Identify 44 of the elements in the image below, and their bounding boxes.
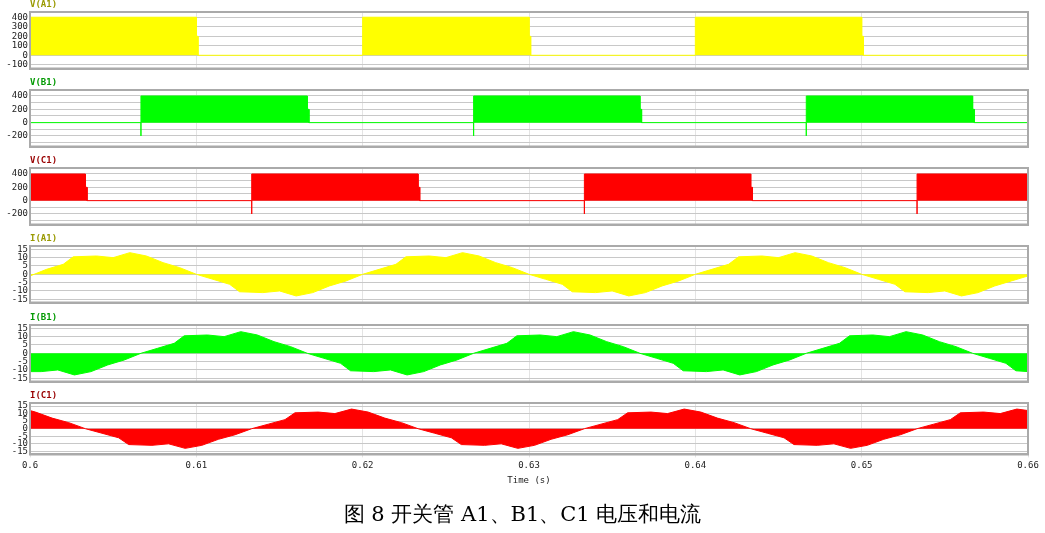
y-tick-label: 0 (22, 194, 28, 205)
y-tick-label: -5 (17, 276, 28, 287)
x-axis-title: Time (s) (507, 474, 551, 485)
chart-title: I(A1) (30, 232, 58, 243)
x-tick-label: 0.65 (850, 460, 873, 471)
y-tick-label: 5 (22, 260, 28, 271)
y-tick-label: 15 (17, 400, 28, 411)
x-tick-label: 0.6 (21, 460, 39, 471)
y-tick-label: 5 (22, 339, 28, 350)
y-tick-label: 10 (17, 331, 28, 341)
chart-title: I(B1) (30, 311, 58, 322)
y-tick-label: 15 (17, 322, 28, 333)
caption: 图 8 开关管 A1、B1、C1 电压和电流 (342, 501, 703, 528)
y-tick-label: 100 (11, 40, 28, 51)
y-tick-label: 0 (22, 347, 28, 358)
chart-title: V(B1) (30, 76, 58, 87)
y-tick-label: -5 (17, 355, 28, 366)
y-tick-label: -15 (11, 372, 28, 383)
y-tick-label: 0 (22, 116, 28, 127)
y-tick-label: 0 (22, 268, 28, 279)
y-tick-label: 400 (11, 168, 28, 179)
chart-title: V(A1) (30, 0, 58, 9)
y-tick-label: -100 (6, 59, 28, 70)
x-tick-label: 0.66 (1017, 460, 1039, 471)
y-tick-label: 10 (17, 252, 28, 262)
y-tick-label: -15 (11, 293, 28, 304)
y-tick-label: -10 (11, 285, 28, 296)
y-tick-label: 400 (11, 90, 28, 101)
y-tick-label: 0 (22, 49, 28, 60)
y-tick-label: 15 (17, 243, 28, 254)
x-tick-label: 0.63 (518, 460, 540, 471)
y-tick-label: -200 (6, 208, 28, 219)
chart-title: I(C1) (30, 389, 58, 400)
y-tick-label: 300 (11, 21, 28, 32)
y-tick-label: 200 (11, 181, 28, 192)
y-tick-label: -200 (6, 130, 28, 141)
y-tick-label: 200 (11, 30, 28, 41)
x-tick-label: 0.61 (185, 460, 208, 471)
y-tick-label: 200 (11, 103, 28, 114)
chart-title: V(C1) (30, 154, 58, 165)
x-tick-label: 0.62 (351, 460, 374, 471)
y-tick-label: 400 (11, 11, 28, 22)
x-tick-label: 0.64 (684, 460, 707, 471)
y-tick-label: -10 (11, 364, 28, 375)
